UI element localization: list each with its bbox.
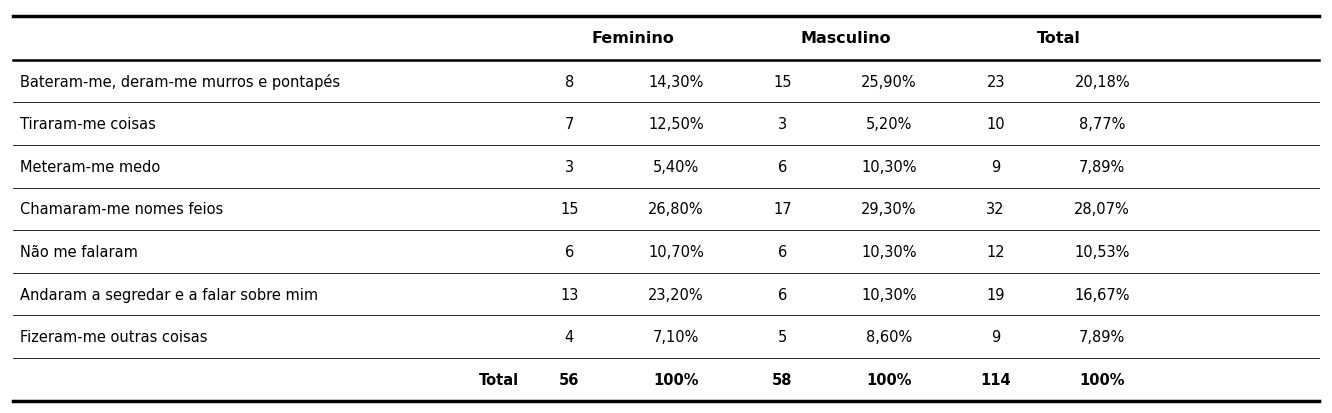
- Text: 14,30%: 14,30%: [649, 74, 703, 90]
- Text: 28,07%: 28,07%: [1075, 202, 1130, 217]
- Text: 3: 3: [778, 117, 787, 132]
- Text: Andaram a segredar e a falar sobre mim: Andaram a segredar e a falar sobre mim: [20, 287, 318, 302]
- Text: 13: 13: [561, 287, 578, 302]
- Text: 23: 23: [987, 74, 1004, 90]
- Text: 6: 6: [565, 244, 574, 259]
- Text: 29,30%: 29,30%: [862, 202, 916, 217]
- Text: 5: 5: [778, 330, 787, 344]
- Text: Tiraram-me coisas: Tiraram-me coisas: [20, 117, 156, 132]
- Text: 32: 32: [987, 202, 1004, 217]
- Text: 9: 9: [991, 330, 1000, 344]
- Text: Não me falaram: Não me falaram: [20, 244, 137, 259]
- Text: Fizeram-me outras coisas: Fizeram-me outras coisas: [20, 330, 208, 344]
- Text: 6: 6: [778, 244, 787, 259]
- Text: 15: 15: [561, 202, 578, 217]
- Text: 3: 3: [565, 159, 574, 174]
- Text: 7: 7: [565, 117, 574, 132]
- Text: 100%: 100%: [653, 372, 699, 387]
- Text: 5,40%: 5,40%: [653, 159, 699, 174]
- Text: 10: 10: [987, 117, 1004, 132]
- Text: 10,70%: 10,70%: [649, 244, 703, 259]
- Text: 25,90%: 25,90%: [862, 74, 916, 90]
- Text: 23,20%: 23,20%: [649, 287, 703, 302]
- Text: 100%: 100%: [1079, 372, 1126, 387]
- Text: 15: 15: [774, 74, 791, 90]
- Text: 58: 58: [773, 372, 793, 387]
- Text: 10,30%: 10,30%: [862, 244, 916, 259]
- Text: 9: 9: [991, 159, 1000, 174]
- Text: 7,10%: 7,10%: [653, 330, 699, 344]
- Text: 6: 6: [778, 159, 787, 174]
- Text: Feminino: Feminino: [591, 31, 674, 46]
- Text: 19: 19: [987, 287, 1004, 302]
- Text: 10,30%: 10,30%: [862, 287, 916, 302]
- Text: 114: 114: [980, 372, 1011, 387]
- Text: 20,18%: 20,18%: [1075, 74, 1130, 90]
- Text: 7,89%: 7,89%: [1079, 330, 1126, 344]
- Text: 56: 56: [559, 372, 579, 387]
- Text: 26,80%: 26,80%: [649, 202, 703, 217]
- Text: 12: 12: [987, 244, 1004, 259]
- Text: Meteram-me medo: Meteram-me medo: [20, 159, 160, 174]
- Text: 5,20%: 5,20%: [866, 117, 912, 132]
- Text: Total: Total: [1038, 31, 1080, 46]
- Text: 8,60%: 8,60%: [866, 330, 912, 344]
- Text: 7,89%: 7,89%: [1079, 159, 1126, 174]
- Text: 6: 6: [778, 287, 787, 302]
- Text: 10,53%: 10,53%: [1075, 244, 1130, 259]
- Text: 12,50%: 12,50%: [649, 117, 703, 132]
- Text: Masculino: Masculino: [801, 31, 891, 46]
- Text: Bateram-me, deram-me murros e pontapés: Bateram-me, deram-me murros e pontapés: [20, 74, 340, 90]
- Text: 17: 17: [774, 202, 791, 217]
- Text: 16,67%: 16,67%: [1075, 287, 1130, 302]
- Text: 10,30%: 10,30%: [862, 159, 916, 174]
- Text: Chamaram-me nomes feios: Chamaram-me nomes feios: [20, 202, 224, 217]
- Text: 100%: 100%: [866, 372, 912, 387]
- Text: Total: Total: [480, 372, 519, 387]
- Text: 8: 8: [565, 74, 574, 90]
- Text: 8,77%: 8,77%: [1079, 117, 1126, 132]
- Text: 4: 4: [565, 330, 574, 344]
